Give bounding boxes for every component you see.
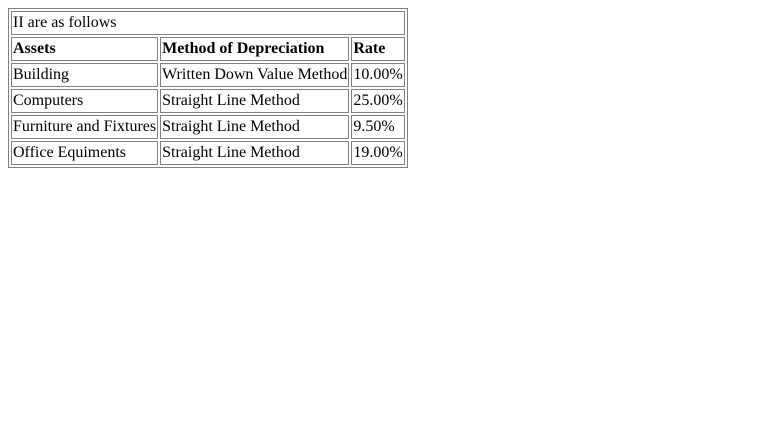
method-cell: Straight Line Method [160,115,350,139]
caption-row: II are as follows [11,11,405,35]
method-cell: Straight Line Method [160,89,350,113]
asset-cell: Office Equiments [11,141,159,165]
table-row: Office Equiments Straight Line Method 19… [11,141,405,165]
header-rate: Rate [351,37,405,61]
depreciation-table: II are as follows Assets Method of Depre… [8,8,408,168]
table-row: Computers Straight Line Method 25.00% [11,89,405,113]
rate-cell: 25.00% [351,89,405,113]
method-cell: Straight Line Method [160,141,350,165]
header-assets: Assets [11,37,159,61]
rate-cell: 10.00% [351,63,405,87]
header-row: Assets Method of Depreciation Rate [11,37,405,61]
rate-cell: 9.50% [351,115,405,139]
method-cell: Written Down Value Method [160,63,350,87]
table-row: Furniture and Fixtures Straight Line Met… [11,115,405,139]
asset-cell: Furniture and Fixtures [11,115,159,139]
header-method: Method of Depreciation [160,37,350,61]
asset-cell: Computers [11,89,159,113]
asset-cell: Building [11,63,159,87]
rate-cell: 19.00% [351,141,405,165]
table-row: Building Written Down Value Method 10.00… [11,63,405,87]
table-caption: II are as follows [11,11,405,35]
